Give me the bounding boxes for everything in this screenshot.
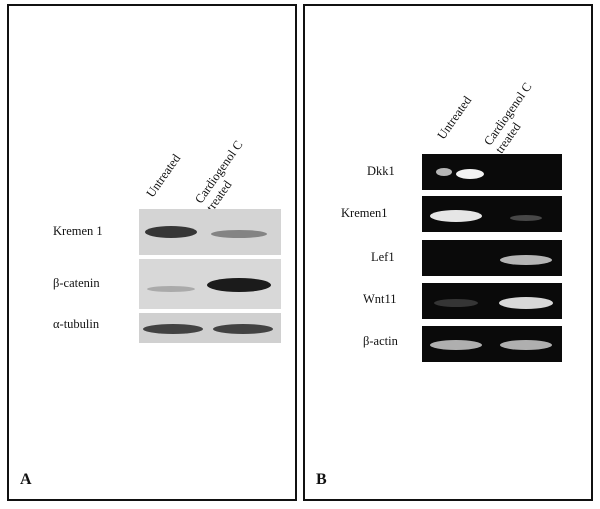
gel-dkk1 xyxy=(422,154,562,190)
band-beta-catenin-treated xyxy=(207,278,271,292)
row-label-dkk1: Dkk1 xyxy=(367,164,395,178)
column-label-untreated: Untreated xyxy=(434,93,475,142)
band-dkk1-untreated xyxy=(456,169,484,179)
row-label-kremen1: Kremen 1 xyxy=(53,224,103,238)
western-blot-alpha-tubulin xyxy=(139,313,281,343)
gel-kremen1 xyxy=(422,196,562,232)
gel-wnt11 xyxy=(422,283,562,319)
column-label-treated: Cardiogenol C treated xyxy=(481,79,535,156)
band-beta-catenin-untreated xyxy=(147,286,195,292)
row-label-wnt11: Wnt11 xyxy=(363,292,397,306)
band-lef1-treated xyxy=(500,255,552,265)
row-label-beta-catenin: β-catenin xyxy=(53,276,100,290)
band-kremen1-untreated xyxy=(430,210,482,222)
gel-lef1 xyxy=(422,240,562,276)
band-wnt11-treated xyxy=(499,297,553,309)
panel-b: Untreated Cardiogenol C treated Dkk1 Kre… xyxy=(303,4,593,501)
panel-letter-a: A xyxy=(20,471,32,488)
row-label-alpha-tubulin: α-tubulin xyxy=(53,317,100,331)
band-alpha-tubulin-untreated xyxy=(143,324,203,334)
panel-letter-b: B xyxy=(316,471,327,488)
panel-a: Untreated Cardiogenol C treated Kremen 1… xyxy=(7,4,297,501)
band-kremen1-treated xyxy=(510,215,542,221)
western-blot-kremen1 xyxy=(139,209,281,255)
row-label-kremen1: Kremen1 xyxy=(341,206,388,220)
band-beta-actin-treated xyxy=(500,340,552,350)
column-label-untreated: Untreated xyxy=(143,151,184,200)
western-blot-beta-catenin xyxy=(139,259,281,309)
row-label-lef1: Lef1 xyxy=(371,250,395,264)
gel-beta-actin xyxy=(422,326,562,362)
band-kremen1-treated xyxy=(211,230,267,238)
band-alpha-tubulin-treated xyxy=(213,324,273,334)
band-dkk1-untreated-left xyxy=(436,168,452,176)
band-kremen1-untreated xyxy=(145,226,197,238)
row-label-beta-actin: β-actin xyxy=(363,334,398,348)
column-label-treated: Cardiogenol C treated xyxy=(192,137,246,214)
band-beta-actin-untreated xyxy=(430,340,482,350)
band-wnt11-untreated xyxy=(434,299,478,307)
